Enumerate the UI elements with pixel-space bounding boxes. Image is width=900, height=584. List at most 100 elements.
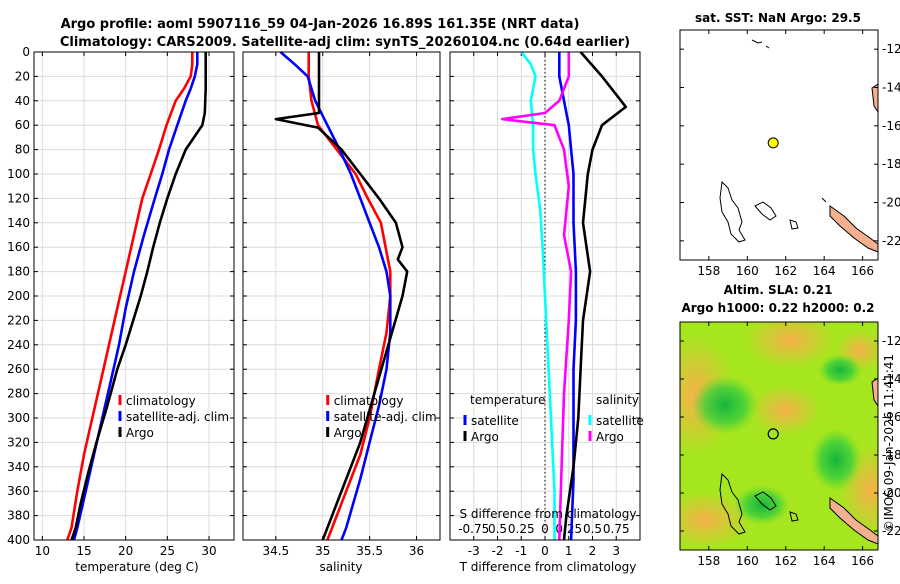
sla-map-field [680,322,878,550]
map-x-tick-label: 162 [774,264,797,278]
map-x-tick-label: 160 [736,264,759,278]
series-line-satellite-adj-clim [279,51,392,541]
sla-map-title-line2: Argo h1000: 0.22 h2000: 0.2 [681,301,874,315]
temperature-xlabel: temperature (deg C) [75,560,198,574]
map-x-tick-label: 158 [697,554,720,568]
sla-map-chesterfield-reefs [719,472,746,535]
legend-label: satellite [471,414,519,428]
sst-map-axes: 158 160 162 164 166 -12 -14 -16 -18 -20 -22 [680,30,900,278]
x-tick-label: 36 [409,544,424,558]
map-x-tick-label: 164 [813,264,836,278]
y-tick-label: 160 [7,240,30,254]
y-tick-label: 120 [7,191,30,205]
legend-label: climatology [334,394,404,408]
temperature-profile-panel: 0 20 40 60 80 100 120 140 160 180 200 220 240 260 280 3… [7,45,235,558]
x-tick-label: 1 [565,544,573,558]
y-tick-label: 280 [7,387,30,401]
sst-map-new-caledonia [829,205,879,253]
x-tick-label: 30 [201,544,216,558]
map-y-tick-label: -12 [882,42,900,56]
y-tick-label: 80 [15,143,30,157]
plot-frame [242,51,441,541]
sla-high-north [745,322,835,368]
plot-frame [449,51,641,541]
sla-low-south [734,485,790,525]
legend-label: satellite-adj. clim [126,410,229,424]
sla-high-southwest [680,492,750,548]
figure-title-line1: Argo profile: aoml 5907116_59 04-Jan-202… [61,17,580,32]
x-tick-label: 2 [589,544,597,558]
y-tick-label: 100 [7,167,30,181]
legend-temperature-title: temperature [470,393,545,407]
series-line-temperature-argo [562,51,628,541]
map-y-tick-label: -14 [882,372,900,386]
legend-label: Argo [596,430,624,444]
top-axis-tick-label: 0.75 [603,522,630,536]
difference-top-xlabel: S difference from climatology [460,507,637,521]
sla-map-argo-marker [767,428,779,440]
y-tick-label: 340 [7,460,30,474]
sla-map-new-caledonia [829,497,878,545]
difference-profile-panel: -3 -2 -1 0 1 2 3-0.750.5 0.25 0 0.25 0.5 0.75temper… [449,51,644,558]
sst-map-reef-coast [751,39,763,44]
y-tick-label: 320 [7,435,30,449]
legend-label: climatology [126,394,196,408]
y-tick-label: 220 [7,313,30,327]
x-tick-label: 3 [612,544,620,558]
sst-map-title: sat. SST: NaN Argo: 29.5 [695,11,861,25]
plot-frame [33,51,235,541]
y-tick-label: 380 [7,509,30,523]
sla-map-axes: 158 160 162 164 166 -12 -14 -16 -18 -20 -22 [680,322,900,568]
sla-map-small-reef [789,511,799,522]
map-x-tick-label: 166 [851,554,874,568]
legend-salinity-title: salinity [596,393,639,407]
y-tick-label: 300 [7,411,30,425]
map-y-tick-label: -14 [882,81,900,95]
map-y-tick-label: -22 [882,234,900,248]
map-y-tick-label: -12 [882,334,900,348]
sla-map-title-line1: Altim. SLA: 0.21 [724,283,833,297]
sst-map-islet-coast [765,45,770,49]
y-tick-label: 200 [7,289,30,303]
sla-low-west [691,375,759,435]
legend-label: satellite [596,414,644,428]
series-line-argo [70,52,207,541]
sla-low-northeast [818,354,862,386]
y-tick-label: 60 [15,118,30,132]
x-tick-label: -3 [468,544,480,558]
top-axis-tick-label: 0.5 [583,522,602,536]
map-x-tick-label: 164 [813,554,836,568]
figure-title-line2: Climatology: CARS2009. Satellite-adj cli… [60,35,630,50]
sla-low-east [810,428,862,492]
map-y-tick-label: -16 [882,410,900,424]
y-tick-label: 180 [7,265,30,279]
sst-map-reef-outline [754,201,777,221]
legend-label: satellite-adj. clim [334,410,437,424]
sla-map-panel: Altim. SLA: 0.21 Argo h1000: 0.22 h2000:… [679,283,900,568]
x-tick-label: 10 [35,544,50,558]
y-tick-label: 20 [15,69,30,83]
series-line-salinity-satellite [520,51,556,540]
y-tick-label: 400 [7,533,30,547]
x-tick-label: 25 [160,544,175,558]
series-line-temperature-satellite [557,52,578,541]
legend-label: Argo [126,426,154,440]
series-line-climatology [66,52,194,541]
sst-map-argo-marker [767,137,779,149]
sst-map-chesterfield-reefs [719,180,746,243]
map-y-tick-label: -16 [882,119,900,133]
map-y-tick-label: -20 [882,486,900,500]
sst-map-reef-mark [821,197,827,203]
sst-map-vanuatu [871,83,879,114]
y-tick-label: 40 [15,94,30,108]
sst-map-small-reef [789,219,799,230]
x-tick-label: -2 [492,544,504,558]
sla-high-center [750,385,820,435]
top-axis-tick-label: 0.25 [508,522,535,536]
x-tick-label: 34.5 [262,544,289,558]
map-x-tick-label: 162 [774,554,797,568]
series-line-argo [274,52,409,541]
y-tick-label: 360 [7,484,30,498]
legend-label: Argo [471,430,499,444]
